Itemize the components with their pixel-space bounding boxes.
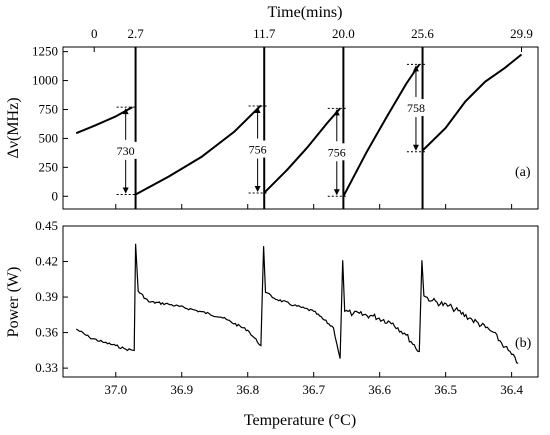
- x-axis-title: Temperature (°C): [244, 412, 356, 429]
- annotation-label-bg: [245, 140, 270, 158]
- top-tick-label: 0: [91, 26, 98, 41]
- x-tick-label: 36.8: [236, 382, 259, 397]
- top-tick-label: 2.7: [127, 26, 144, 41]
- panel-b-label: (b): [515, 336, 532, 351]
- annotation-label: 756: [249, 143, 267, 157]
- y-tick-label-panel-b: 0.33: [35, 360, 58, 375]
- top-tick-label: 11.7: [253, 26, 276, 41]
- annotation-label: 756: [328, 145, 346, 159]
- frequency-series: [342, 63, 421, 197]
- top-tick-label: 20.0: [332, 26, 355, 41]
- y-tick-label-panel-b: 0.42: [35, 254, 58, 269]
- top-axis-title: Time(mins): [268, 4, 343, 21]
- annotation-label-bg: [324, 143, 349, 161]
- panel-a-ylabel: Δν(MHz): [5, 97, 22, 158]
- y-tick-label-panel-b: 0.39: [35, 289, 58, 304]
- annotations-layer: 730 756 756 758: [113, 63, 428, 197]
- panel-a-label: (a): [515, 165, 531, 180]
- x-tick-label: 36.7: [302, 382, 325, 397]
- annotation-label: 758: [407, 101, 425, 115]
- top-tick-label: 25.6: [411, 26, 434, 41]
- annotation-arrowhead: [412, 65, 419, 72]
- mode-hop-lines: [134, 47, 424, 209]
- y-tick-label-panel-a: 750: [39, 101, 59, 116]
- power-series: [75, 243, 519, 364]
- x-tick-label: 36.5: [434, 382, 457, 397]
- y-tick-label-panel-a: 500: [39, 130, 59, 145]
- series-layer: [75, 53, 523, 364]
- y-tick-label-panel-a: 1250: [32, 44, 58, 59]
- panel-b-ylabel: Power (W): [5, 267, 22, 338]
- x-tick-label: 36.6: [368, 382, 391, 397]
- panel-a-frame: [62, 46, 539, 210]
- annotation-label-bg: [403, 99, 428, 117]
- annotation-arrowhead: [254, 107, 261, 114]
- annotation-label: 730: [117, 144, 135, 158]
- annotation-arrowhead: [333, 109, 340, 116]
- annotation-arrowhead: [254, 186, 261, 193]
- y-tick-label-panel-b: 0.45: [35, 218, 58, 233]
- frequency-series: [421, 53, 523, 152]
- y-tick-label-panel-a: 1000: [32, 73, 58, 88]
- annotation-arrowhead: [122, 187, 129, 194]
- frequency-series: [263, 107, 341, 194]
- annotation-label-bg: [113, 141, 138, 159]
- x-tick-label: 36.4: [500, 382, 523, 397]
- x-tick-label: 37.0: [104, 382, 127, 397]
- y-tick-label-panel-a: 250: [39, 159, 59, 174]
- top-tick-label: 29.9: [510, 26, 533, 41]
- annotation-arrowhead: [333, 189, 340, 196]
- frequency-series: [75, 106, 133, 135]
- annotation-arrowhead: [122, 108, 129, 115]
- panel-b-frame: [62, 225, 539, 378]
- x-tick-label: 36.9: [170, 382, 193, 397]
- ticks-layer: 37.0 36.9 36.8 36.7 36.6 36.5 36.4 0 2.7 11.7 20.0…: [32, 26, 533, 397]
- annotation-arrowhead: [412, 144, 419, 151]
- y-tick-label-panel-a: 0: [52, 188, 59, 203]
- y-tick-label-panel-b: 0.36: [35, 325, 58, 340]
- frequency-series: [135, 104, 262, 196]
